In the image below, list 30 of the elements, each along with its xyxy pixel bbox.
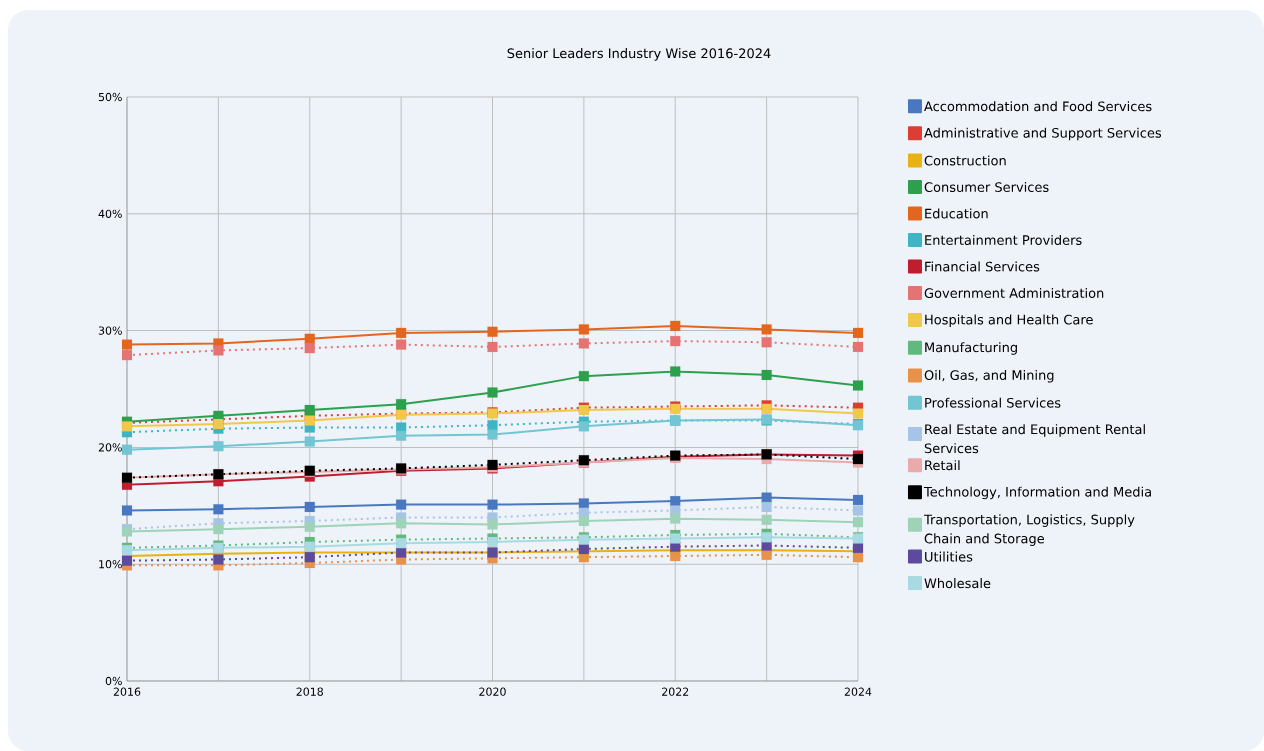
- x-tick-label: 2018: [296, 687, 323, 696]
- legend-label: Financial Services: [925, 261, 1040, 272]
- x-tick-label: 2024: [844, 687, 872, 696]
- y-tick-label: 30%: [98, 326, 122, 335]
- legend-label: Hospitals and Health Care: [925, 314, 1093, 328]
- legend-label: Consumer Services: [924, 181, 1049, 193]
- y-tick-label: 0%: [105, 676, 122, 686]
- legend-label: Entertainment Providers: [925, 234, 1082, 246]
- y-tick-label: 20%: [98, 443, 122, 452]
- y-tick-label: 50%: [98, 92, 122, 102]
- legend-label: Construction: [924, 155, 1006, 166]
- chart-title: Senior Leaders Industry Wise 2016-2024: [507, 48, 771, 61]
- legend-label: Manufacturing: [925, 342, 1017, 355]
- y-tick-label: 40%: [98, 209, 122, 218]
- legend-label: Real Estate and Equipment Rental Services: [924, 424, 1145, 454]
- legend-label: Transportation, Logistics, Supply Chain and Storage: [923, 514, 1135, 546]
- legend-label: Education: [925, 208, 988, 219]
- legend-label: Technology, Information and Media: [923, 486, 1151, 500]
- legend-label: Wholesale: [924, 578, 991, 589]
- legend-label: Professional Services: [925, 397, 1061, 408]
- y-tick-label: 10%: [99, 560, 122, 569]
- legend-label: Administrative and Support Services: [924, 127, 1162, 141]
- x-tick-label: 2016: [113, 687, 141, 696]
- legend-label: Accommodation and Food Services: [924, 101, 1152, 112]
- x-tick-label: 2020: [479, 687, 506, 696]
- legend-label: Oil, Gas, and Mining: [924, 369, 1054, 383]
- legend-label: Retail: [925, 460, 960, 471]
- legend-label: Utilities: [925, 551, 973, 562]
- x-tick-label: 2022: [662, 687, 689, 696]
- legend-label: Government Administration: [924, 287, 1104, 299]
